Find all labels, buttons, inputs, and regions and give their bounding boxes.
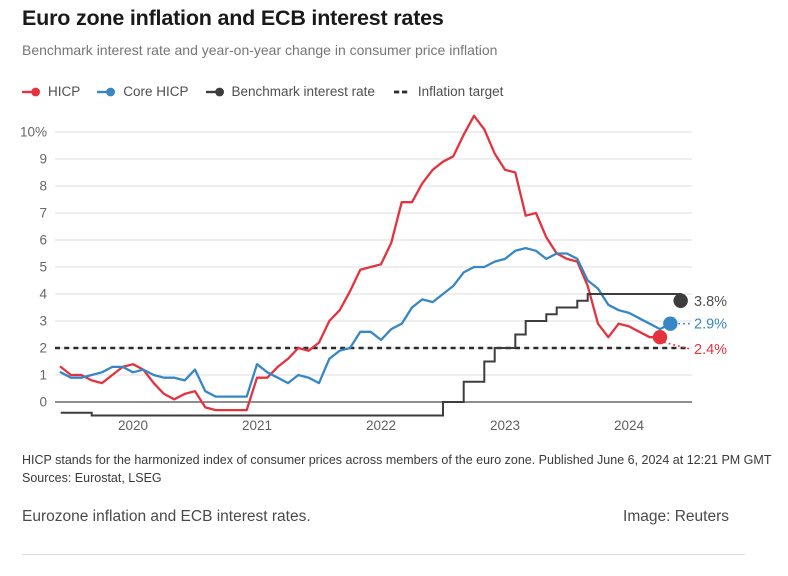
legend-label: Benchmark interest rate: [231, 84, 375, 99]
y-axis-tick-label: 7: [39, 206, 47, 221]
legend-item-inflation-target: Inflation target: [392, 84, 504, 99]
y-axis-tick-label: 8: [39, 179, 47, 194]
y-axis-tick-label: 9: [39, 152, 47, 167]
image-caption: Eurozone inflation and ECB interest rate…: [22, 508, 311, 525]
y-axis-tick-label: 5: [39, 260, 47, 275]
end-value-label: 3.8%: [694, 294, 727, 310]
benchmark-interest-rate-end-dot: [673, 293, 688, 308]
y-axis-tick-label: 0: [39, 395, 47, 410]
y-axis-tick-label: 10%: [20, 125, 47, 140]
legend-label: Core HICP: [123, 84, 189, 99]
end-value-label: 2.4%: [694, 342, 727, 358]
y-axis-tick-label: 1: [39, 368, 47, 383]
sources-note: Sources: Eurostat, LSEG: [22, 471, 162, 485]
legend-label: HICP: [48, 84, 81, 99]
x-axis-tick-label: 2024: [614, 418, 645, 433]
y-axis-tick-label: 4: [39, 287, 47, 302]
y-axis-tick-label: 3: [39, 314, 47, 329]
legend-item-core-hicp: Core HICP: [97, 84, 189, 99]
legend-item-hicp: HICP: [22, 84, 80, 99]
image-credit: Image: Reuters: [623, 508, 729, 525]
y-axis-tick-label: 2: [39, 341, 47, 356]
benchmark-rate-step-line: [60, 293, 682, 417]
footnote: HICP stands for the harmonized index of …: [22, 453, 772, 467]
x-axis-tick-label: 2020: [118, 418, 148, 433]
x-axis-tick-label: 2021: [242, 418, 272, 433]
core-hicp-end-dot: [663, 316, 678, 331]
page-title: Euro zone inflation and ECB interest rat…: [22, 6, 444, 30]
core-hicp-line: [59, 246, 672, 398]
chart-area: 10% 9 8 7 6 5 4 3 2 1 0 2020 2021 2022 2023 2024 2.4% 2.9…: [0, 100, 788, 450]
y-axis-tick-label: 6: [39, 233, 47, 248]
x-axis-tick-label: 2022: [366, 418, 396, 433]
line-dot-marker-icon: [97, 87, 116, 96]
inflation-rates-chart: 10% 9 8 7 6 5 4 3 2 1 0 2020 2021 2022 2023 2024 2.4% 2.9…: [20, 114, 727, 433]
legend-item-benchmark-interest-rate: Benchmark interest rate: [205, 84, 375, 99]
x-axis-tick-label: 2023: [490, 418, 520, 433]
hicp-line: [59, 114, 662, 412]
line-dot-marker-icon: [22, 87, 40, 96]
bottom-divider: [22, 554, 745, 555]
chart-subtitle: Benchmark interest rate and year-on-year…: [22, 42, 498, 58]
hicp-end-dot: [652, 330, 668, 345]
caption-row: Eurozone inflation and ECB interest rate…: [22, 508, 729, 526]
end-value-label: 2.9%: [694, 317, 727, 333]
chart-legend: HICP Core HICP Benchmark interest rate Infl…: [22, 84, 503, 99]
dashed-line-marker-icon: [393, 90, 408, 93]
line-dot-marker-icon: [205, 87, 224, 96]
legend-label: Inflation target: [417, 84, 504, 99]
